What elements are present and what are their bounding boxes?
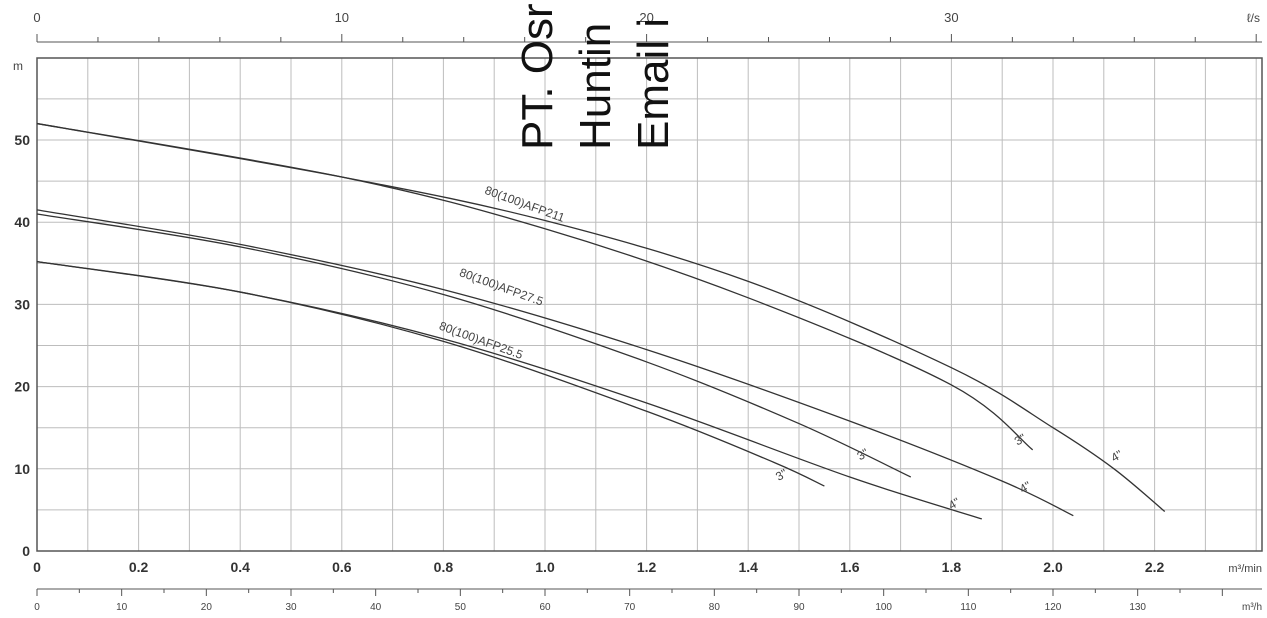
series-line xyxy=(36,213,912,478)
curve-label: 3" xyxy=(854,446,870,464)
series-line xyxy=(36,122,1034,451)
y-axis-tick-label: 30 xyxy=(14,296,30,312)
bottom-axis-tick-label: 90 xyxy=(793,602,805,613)
top-axis-tick-label: 10 xyxy=(335,10,349,25)
x-axis-tick-label: 0.8 xyxy=(434,559,454,575)
y-axis-tick-label: 0 xyxy=(22,543,30,559)
x-axis-tick-label: 0.4 xyxy=(230,559,250,575)
bottom-axis-tick-label: 120 xyxy=(1045,602,1062,613)
x-axis-tick-label: 0.2 xyxy=(129,559,149,575)
x-axis-tick-label: 0.6 xyxy=(332,559,352,575)
grid-lines xyxy=(37,58,1262,551)
y-axis-unit: m xyxy=(13,59,23,73)
x-axis-tick-label: 1.6 xyxy=(840,559,860,575)
x-axis-tick-label: 1.8 xyxy=(942,559,962,575)
watermark: PT. Osr Huntin Email i xyxy=(513,3,678,150)
top-axis-ls: 0 10 20 30 ℓ/s xyxy=(33,10,1262,43)
top-axis-tick-label: 20 xyxy=(639,10,653,25)
curve-label: 3" xyxy=(1012,431,1028,449)
top-axis-tick-label: 30 xyxy=(944,10,958,25)
bottom-axis-tick-label: 60 xyxy=(539,602,551,613)
x-axis-tick-label: 1.2 xyxy=(637,559,657,575)
y-axis-tick-label: 10 xyxy=(14,461,30,477)
bottom-axis-tick-label: 40 xyxy=(370,602,382,613)
bottom-axis-tick-label: 80 xyxy=(709,602,721,613)
watermark-line-2: Huntin xyxy=(571,23,620,150)
top-axis-unit: ℓ/s xyxy=(1247,11,1260,25)
series-line xyxy=(36,261,983,520)
series-line xyxy=(36,261,825,487)
top-axis-tick-label: 0 xyxy=(33,10,40,25)
bottom-axis-tick-label: 20 xyxy=(201,602,213,613)
bottom-axis-tick-label: 70 xyxy=(624,602,636,613)
x-axis-m3min: 0 0.2 0.4 0.6 0.8 1.0 1.2 1.4 1.6 1.8 2.0 2.2 m³/min xyxy=(33,559,1262,575)
curve-label: 4" xyxy=(1108,447,1124,465)
x-axis-tick-label: 1.4 xyxy=(738,559,758,575)
bottom-axis-tick-label: 10 xyxy=(116,602,128,613)
curve-labels: 80(100)AFP21180(100)AFP27.580(100)AFP25.… xyxy=(437,183,1125,512)
y-axis-tick-label: 50 xyxy=(14,132,30,148)
series-line xyxy=(36,122,1166,513)
bottom-axis-tick-label: 130 xyxy=(1129,602,1146,613)
x-axis-unit: m³/min xyxy=(1228,563,1262,575)
watermark-line-1: PT. Osr xyxy=(513,3,562,150)
x-axis-tick-label: 0 xyxy=(33,559,41,575)
watermark-line-3: Email i xyxy=(629,18,678,150)
x-axis-tick-label: 2.2 xyxy=(1145,559,1165,575)
bottom-axis-tick-label: 110 xyxy=(960,602,976,613)
bottom-axis-tick-label: 50 xyxy=(455,602,467,613)
bottom-axis-tick-label: 0 xyxy=(34,602,40,613)
bottom-axis-unit: m³/h xyxy=(1242,602,1262,613)
y-axis-tick-label: 20 xyxy=(14,379,30,395)
x-axis-tick-label: 1.0 xyxy=(535,559,555,575)
bottom-axis-tick-label: 100 xyxy=(875,602,892,613)
y-axis-tick-label: 40 xyxy=(14,214,30,230)
curve-label: 4" xyxy=(1017,478,1033,496)
plot-frame xyxy=(36,57,1263,552)
curve-label: 80(100)AFP211 xyxy=(483,183,567,225)
bottom-axis-m3h: 0 10 20 30 40 50 60 70 80 90 100 110 120 130 m³/h xyxy=(34,588,1262,613)
pump-curves xyxy=(36,122,1166,520)
x-axis-tick-label: 2.0 xyxy=(1043,559,1063,575)
series-line xyxy=(36,209,1074,517)
bottom-axis-tick-label: 30 xyxy=(285,602,297,613)
y-axis-m: 0 10 20 30 40 50 m xyxy=(13,59,30,559)
